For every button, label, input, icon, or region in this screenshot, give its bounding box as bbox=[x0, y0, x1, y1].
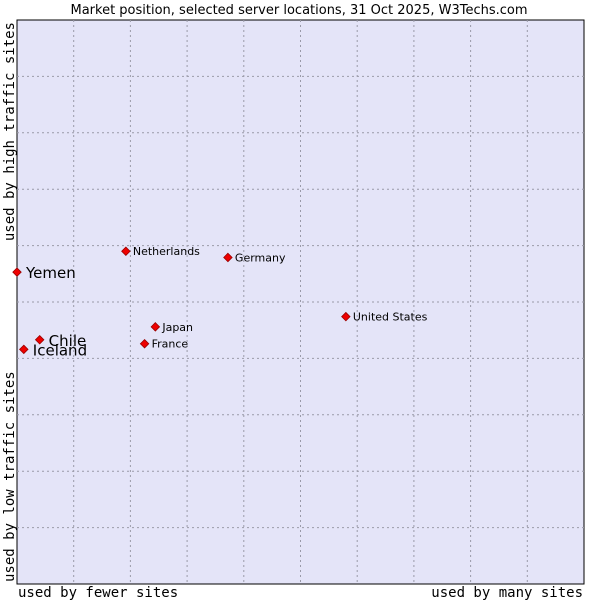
point-germany: Germany bbox=[223, 251, 286, 264]
chart-title: Market position, selected server locatio… bbox=[70, 3, 527, 18]
point-label-germany: Germany bbox=[235, 251, 286, 264]
point-label-france: France bbox=[152, 338, 189, 351]
point-label-netherlands: Netherlands bbox=[133, 245, 200, 258]
point-yemen: Yemen bbox=[12, 264, 76, 282]
point-netherlands: Netherlands bbox=[121, 245, 200, 258]
point-marker-united-states bbox=[341, 311, 351, 322]
point-marker-netherlands bbox=[121, 246, 131, 257]
point-marker-chile bbox=[34, 335, 45, 345]
point-marker-yemen bbox=[12, 267, 22, 277]
point-iceland: Iceland bbox=[19, 341, 87, 359]
y-axis-label-bottom: used by low traffic sites bbox=[2, 371, 18, 582]
point-marker-japan bbox=[150, 322, 161, 332]
point-marker-iceland bbox=[19, 344, 29, 355]
point-marker-france bbox=[139, 338, 150, 349]
point-label-japan: Japan bbox=[161, 321, 193, 334]
point-japan: Japan bbox=[150, 321, 193, 334]
point-united-states: United States bbox=[341, 311, 428, 324]
y-axis-label-top: used by high traffic sites bbox=[2, 22, 18, 241]
data-points: Netherlands Germany Yemen United States Japa… bbox=[12, 245, 428, 359]
point-chile: Chile bbox=[34, 332, 87, 350]
point-marker-germany bbox=[223, 252, 233, 263]
point-label-yemen: Yemen bbox=[25, 264, 76, 282]
x-axis-label-left: used by fewer sites bbox=[18, 585, 178, 600]
point-label-united-states: United States bbox=[353, 311, 428, 324]
point-label-iceland: Iceland bbox=[33, 341, 87, 359]
point-label-chile: Chile bbox=[49, 332, 87, 350]
point-france: France bbox=[139, 338, 189, 351]
x-axis-label-right: used by many sites bbox=[431, 585, 583, 600]
grid-lines bbox=[17, 20, 584, 584]
